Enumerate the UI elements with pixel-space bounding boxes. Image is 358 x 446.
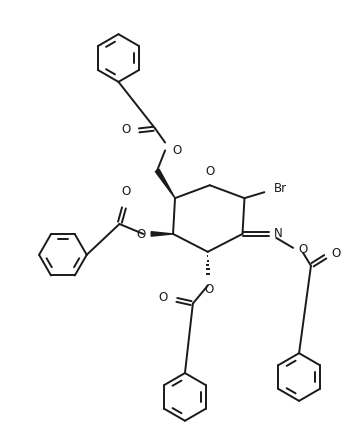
Text: O: O bbox=[204, 283, 213, 296]
Text: O: O bbox=[122, 185, 131, 198]
Text: O: O bbox=[172, 144, 181, 157]
Text: N: N bbox=[274, 227, 283, 240]
Text: O: O bbox=[205, 165, 214, 178]
Polygon shape bbox=[151, 231, 173, 236]
Polygon shape bbox=[155, 169, 175, 198]
Text: O: O bbox=[136, 228, 145, 241]
Text: O: O bbox=[159, 291, 168, 304]
Text: Br: Br bbox=[274, 182, 287, 195]
Text: O: O bbox=[121, 123, 130, 136]
Text: O: O bbox=[298, 244, 307, 256]
Text: O: O bbox=[332, 247, 341, 260]
